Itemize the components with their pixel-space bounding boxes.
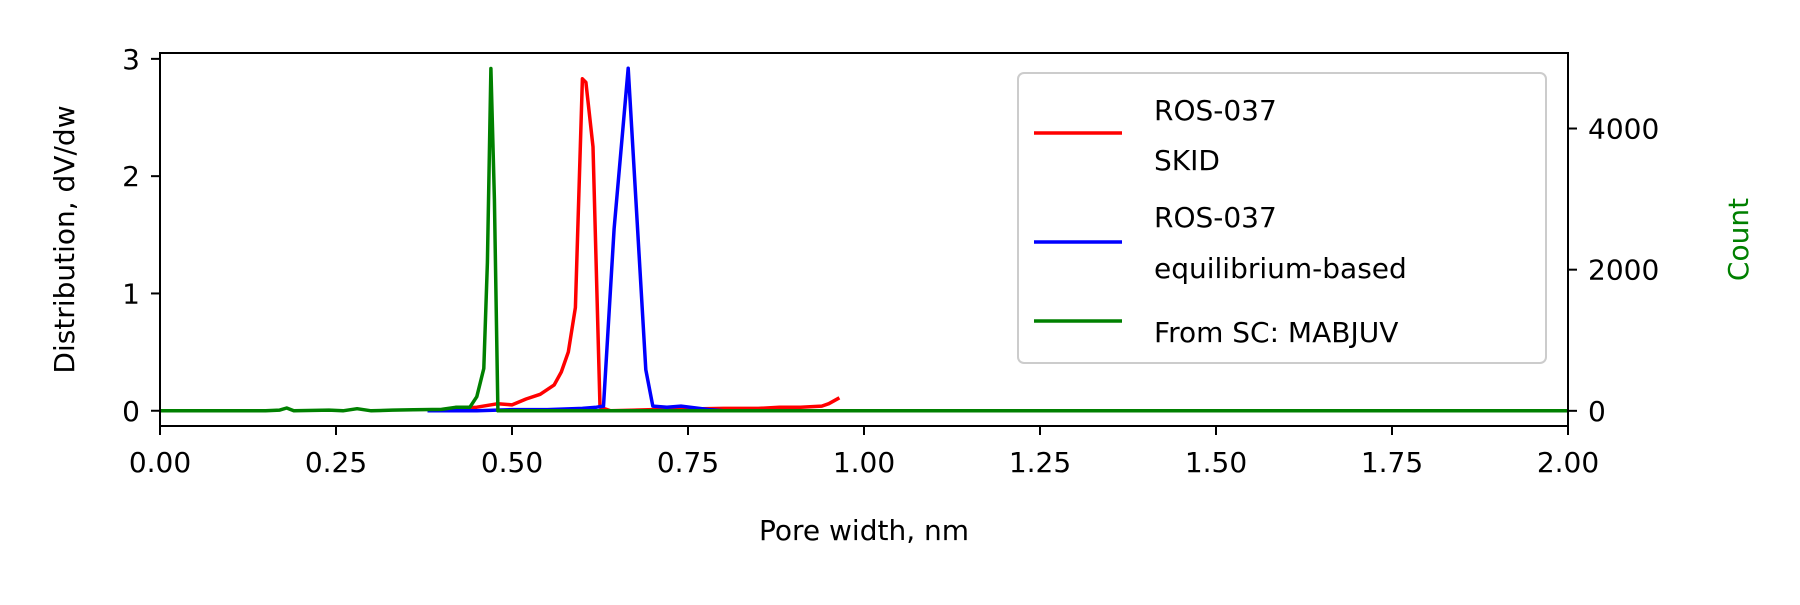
- y2-tick-label: 2000: [1588, 254, 1659, 287]
- legend: ROS-037 SKID ROS-037 equilibrium-based From …: [1017, 72, 1547, 364]
- y-axis-left-label: Distribution, dV/dw: [48, 105, 81, 373]
- x-tick-label: 2.00: [1537, 446, 1599, 479]
- x-axis: 0.00 0.25 0.50 0.75 1.00 1.25 1.50 1.75 2.00: [129, 426, 1599, 479]
- y-tick-label: 2: [122, 160, 140, 193]
- legend-label: From SC: MABJUV: [1154, 316, 1398, 349]
- x-tick-label: 0.50: [481, 446, 543, 479]
- plot-lines: [160, 66, 1568, 413]
- x-tick-label: 1.00: [833, 446, 895, 479]
- x-tick-label: 0.25: [305, 446, 367, 479]
- y-tick-label: 3: [122, 43, 140, 76]
- y-axis-right: 0 2000 4000: [1568, 113, 1659, 428]
- y2-tick-label: 4000: [1588, 113, 1659, 146]
- legend-box: [1017, 72, 1547, 364]
- legend-label: ROS-037: [1154, 201, 1277, 234]
- y-tick-label: 0: [122, 395, 140, 428]
- y-tick-label: 1: [122, 277, 140, 310]
- x-tick-label: 0.75: [657, 446, 719, 479]
- y-axis-right-label: Count: [1722, 198, 1755, 281]
- y-axis-left: 0 1 2 3: [122, 43, 160, 428]
- x-tick-label: 1.25: [1009, 446, 1071, 479]
- series-line-3: [160, 66, 1568, 413]
- x-axis-label: Pore width, nm: [759, 514, 969, 547]
- series-line-1: [441, 77, 841, 413]
- x-tick-label: 0.00: [129, 446, 191, 479]
- x-tick-label: 1.75: [1361, 446, 1423, 479]
- legend-label: equilibrium-based: [1154, 252, 1407, 285]
- legend-label: ROS-037: [1154, 94, 1277, 127]
- legend-label: SKID: [1154, 144, 1220, 177]
- x-tick-label: 1.50: [1185, 446, 1247, 479]
- series-line-2: [427, 66, 724, 413]
- y2-tick-label: 0: [1588, 395, 1606, 428]
